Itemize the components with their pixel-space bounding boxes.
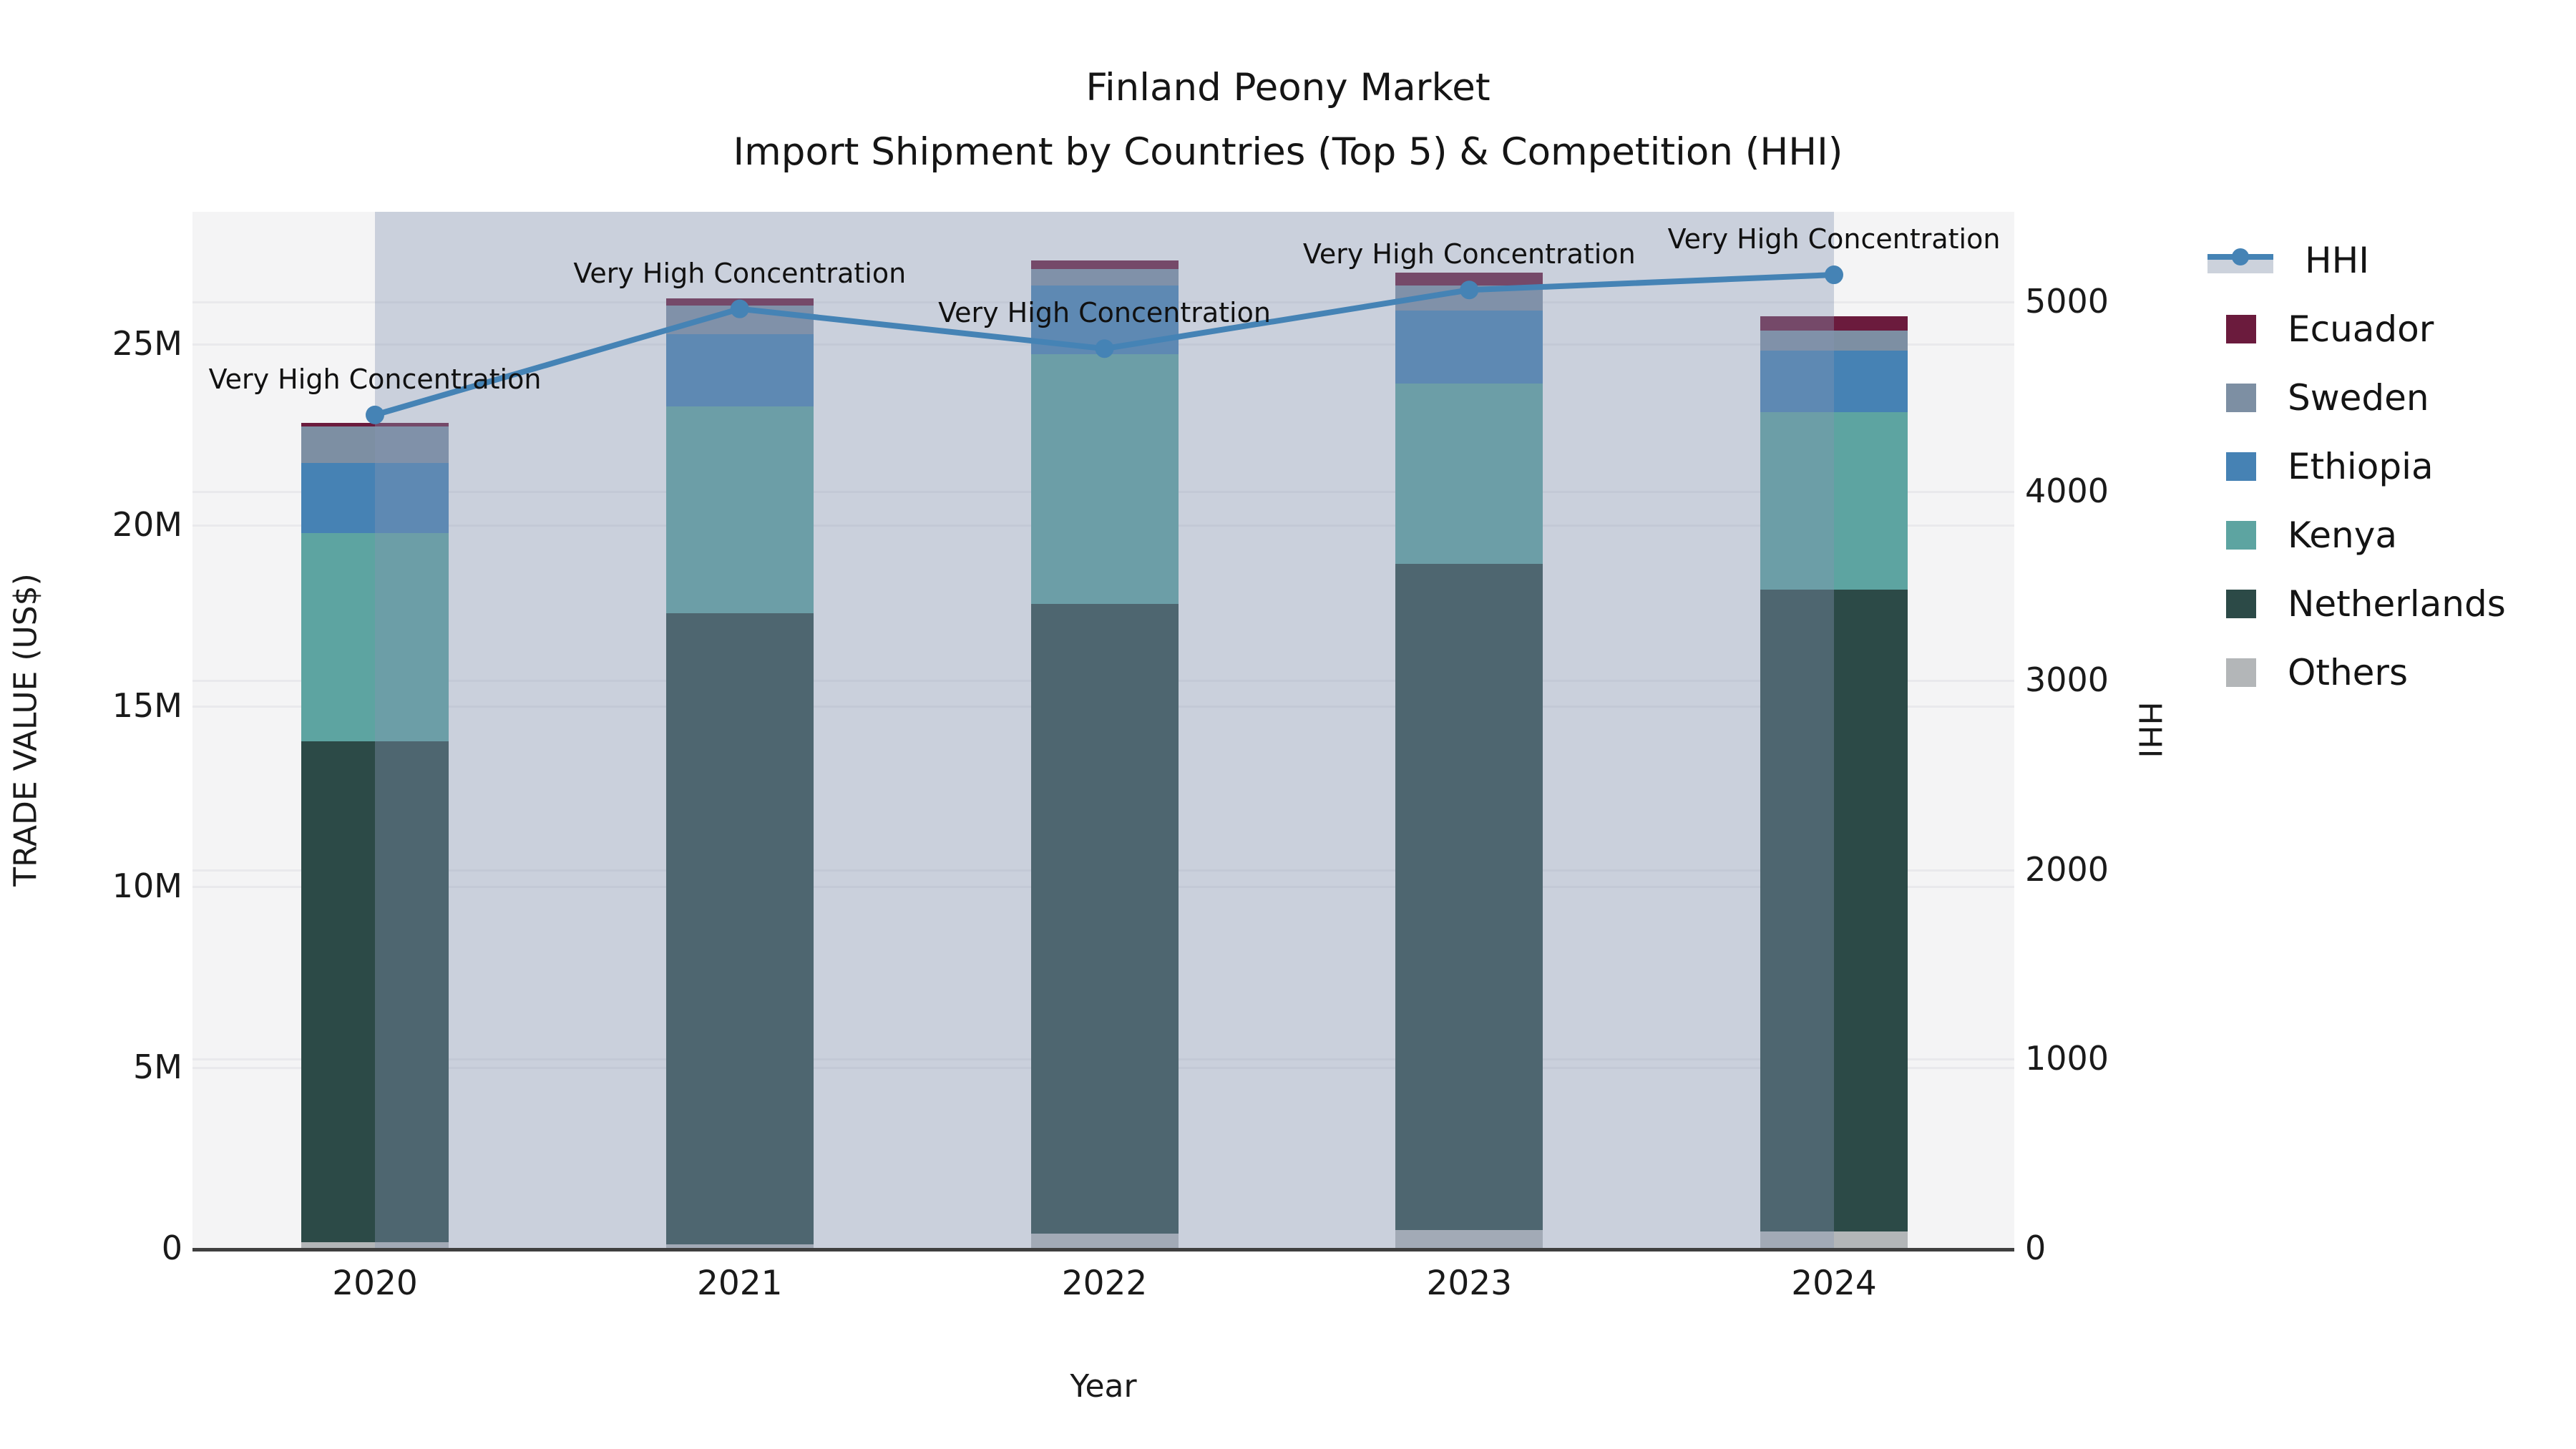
legend-label-ethiopia: Ethiopia (2288, 446, 2434, 487)
y-left-tick-5M: 5M (133, 1048, 182, 1087)
y-right-tick-2000: 2000 (2025, 849, 2109, 889)
chart-title-line1: Finland Peony Market (1085, 66, 1491, 109)
legend-label-ecuador: Ecuador (2288, 308, 2434, 350)
legend-label-sweden: Sweden (2288, 377, 2429, 419)
legend-item-hhi: HHI (2207, 226, 2369, 295)
x-tick-2022: 2022 (1061, 1264, 1148, 1303)
legend-swatch-others (2226, 658, 2256, 687)
highlight-span-overlay (375, 212, 1834, 1248)
legend-swatch-netherlands (2226, 590, 2256, 618)
bar-2024-netherlands (1760, 589, 1908, 1232)
legend-item-ethiopia: Ethiopia (2207, 432, 2434, 501)
legend-label-others: Others (2288, 652, 2409, 693)
y-right-tick-5000: 5000 (2025, 282, 2109, 321)
chart-title: Finland Peony Market Import Shipment by … (0, 56, 2576, 185)
legend-item-others: Others (2207, 638, 2408, 707)
legend-item-kenya: Kenya (2207, 501, 2397, 570)
y-left-tick-0: 0 (161, 1229, 182, 1267)
legend-swatch-ecuador (2226, 315, 2256, 343)
bar-2021-others (665, 1244, 814, 1248)
hhi-line-icon (2207, 246, 2273, 275)
y-right-tick-4000: 4000 (2025, 471, 2109, 510)
bar-2022-netherlands (1030, 604, 1179, 1234)
y-right-tick-0: 0 (2025, 1229, 2046, 1267)
bar-2021-netherlands (665, 613, 814, 1244)
x-tick-2023: 2023 (1426, 1264, 1513, 1303)
y-left-tick-25M: 25M (112, 324, 182, 363)
y-left-tick-10M: 10M (112, 867, 182, 906)
bar-2023-others (1395, 1229, 1543, 1248)
x-tick-2020: 2020 (332, 1264, 418, 1303)
bar-2020-sweden (301, 426, 449, 463)
bar-2024-others (1760, 1231, 1908, 1248)
hhi-sample-dot (2232, 248, 2249, 265)
legend-swatch-kenya (2226, 521, 2256, 550)
bar-2020-others (301, 1242, 449, 1248)
legend-item-netherlands: Netherlands (2207, 570, 2506, 638)
annotation-2024: Very High Concentration (1667, 223, 2001, 255)
bar-2022-others (1030, 1233, 1179, 1248)
chart-title-line2: Import Shipment by Countries (Top 5) & C… (733, 130, 1843, 174)
x-tick-2021: 2021 (696, 1264, 783, 1303)
y-left-tick-15M: 15M (112, 686, 182, 725)
bar-2020-ecuador (301, 423, 449, 427)
legend-label-netherlands: Netherlands (2288, 583, 2506, 625)
bar-2020-ethiopia (301, 462, 449, 534)
y-left-tick-20M: 20M (112, 504, 182, 544)
bar-2022-ecuador (1030, 260, 1179, 270)
y-right-tick-1000: 1000 (2025, 1039, 2109, 1078)
y-axis-label-left: TRADE VALUE (US$) (7, 573, 44, 887)
bar-2020-kenya (301, 533, 449, 742)
legend-label-hhi: HHI (2305, 240, 2369, 281)
x-axis-line (192, 1248, 2014, 1252)
bar-2020-netherlands (301, 741, 449, 1243)
legend-swatch-ethiopia (2226, 452, 2256, 481)
bar-2024-kenya (1760, 412, 1908, 590)
annotation-2020: Very High Concentration (208, 363, 542, 395)
y-right-tick-3000: 3000 (2025, 660, 2109, 700)
legend-swatch-sweden (2226, 384, 2256, 412)
bar-2023-netherlands (1395, 564, 1543, 1230)
x-tick-2024: 2024 (1791, 1264, 1877, 1303)
bar-2021-kenya (665, 406, 814, 613)
legend-label-kenya: Kenya (2288, 514, 2397, 556)
annotation-2023: Very High Concentration (1302, 238, 1636, 270)
legend-item-sweden: Sweden (2207, 364, 2429, 432)
x-axis-label: Year (1070, 1368, 1137, 1405)
annotation-2022: Very High Concentration (938, 297, 1271, 329)
annotation-2021: Very High Concentration (573, 257, 907, 289)
legend-item-ecuador: Ecuador (2207, 295, 2434, 364)
y-axis-label-right: HHI (2131, 701, 2168, 758)
